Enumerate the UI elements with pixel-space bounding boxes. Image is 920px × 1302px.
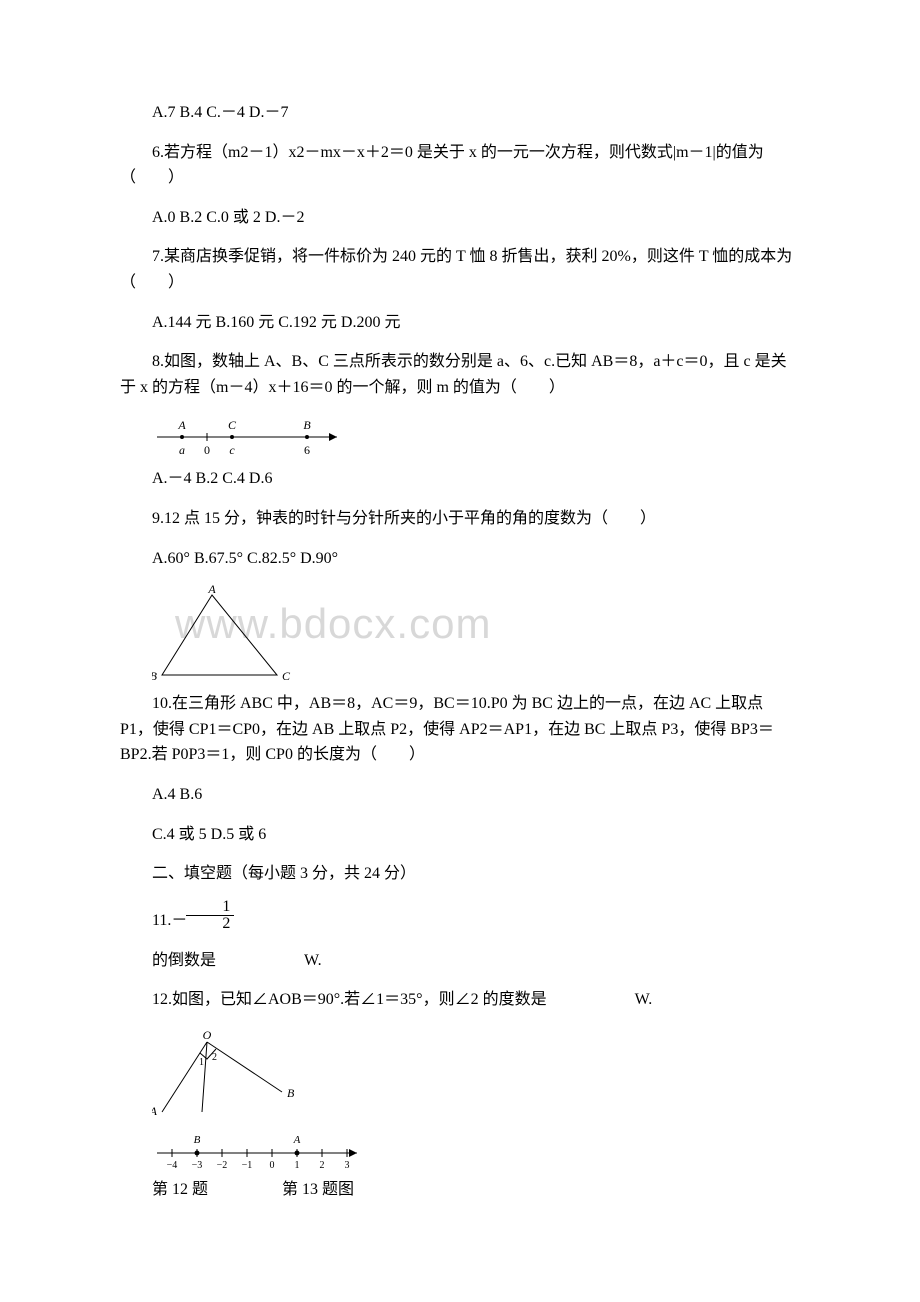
svg-text:A: A xyxy=(207,585,216,596)
q5-options: A.7 B.4 C.－4 D.－7 xyxy=(120,100,800,126)
q13-figure: B A −4 −3 −2 −1 0 1 2 3 xyxy=(152,1123,800,1171)
q11-line1: 11.－ 1 2 xyxy=(120,901,800,934)
q9-options: A.60° B.67.5° C.82.5° D.90° xyxy=(120,546,800,572)
svg-text:−4: −4 xyxy=(167,1160,178,1171)
caption-fig13: 第 13 题图 xyxy=(282,1181,354,1198)
q7-stem: 7.某商店换季促销，将一件标价为 240 元的 T 恤 8 折售出，获利 20%… xyxy=(120,244,800,295)
svg-text:2: 2 xyxy=(320,1160,325,1171)
svg-text:A: A xyxy=(293,1134,301,1146)
q8-options: A.－4 B.2 C.4 D.6 xyxy=(120,466,800,492)
q11-frac-num: 1 xyxy=(186,899,234,916)
svg-text:B: B xyxy=(287,1086,295,1100)
svg-text:B: B xyxy=(303,418,311,432)
section2-title: 二、填空题（每小题 3 分，共 24 分） xyxy=(120,861,800,887)
svg-text:6: 6 xyxy=(304,443,310,457)
q12-tail: W. xyxy=(635,991,653,1008)
svg-text:2: 2 xyxy=(212,1052,217,1063)
svg-text:B: B xyxy=(152,669,158,683)
caption-fig12: 第 12 题 xyxy=(152,1181,208,1198)
q6-stem: 6.若方程（m2－1）x2－mx－x＋2＝0 是关于 x 的一元一次方程，则代数… xyxy=(120,140,800,191)
svg-text:−2: −2 xyxy=(217,1160,228,1171)
q12-stem: 12.如图，已知∠AOB＝90°.若∠1＝35°，则∠2 的度数是 W. xyxy=(120,987,800,1013)
document-content: A.7 B.4 C.－4 D.－7 6.若方程（m2－1）x2－mx－x＋2＝0… xyxy=(120,100,800,1202)
q11-fraction: 1 2 xyxy=(186,899,234,932)
svg-text:−1: −1 xyxy=(242,1160,253,1171)
figure-captions: 第 12 题 第 13 题图 xyxy=(152,1177,800,1203)
svg-text:c: c xyxy=(229,443,235,457)
svg-text:A: A xyxy=(177,418,186,432)
svg-text:1: 1 xyxy=(199,1057,204,1068)
q10-options1: A.4 B.6 xyxy=(120,782,800,808)
q10-stem: 10.在三角形 ABC 中，AB＝8，AC＝9，BC＝10.P0 为 BC 边上… xyxy=(120,691,800,768)
svg-text:0: 0 xyxy=(270,1160,275,1171)
svg-text:C: C xyxy=(228,418,237,432)
q9-stem: 9.12 点 15 分，钟表的时针与分针所夹的小于平角的角的度数为（ ） xyxy=(120,506,800,532)
q8-figure: A C B a 0 c 6 xyxy=(152,414,800,460)
q11-tail: W. xyxy=(304,952,322,969)
q12-text: 12.如图，已知∠AOB＝90°.若∠1＝35°，则∠2 的度数是 xyxy=(152,991,547,1008)
svg-text:0: 0 xyxy=(204,443,210,457)
q7-options: A.144 元 B.160 元 C.192 元 D.200 元 xyxy=(120,310,800,336)
svg-text:−3: −3 xyxy=(192,1160,203,1171)
q10-figure: A B C xyxy=(152,585,800,685)
svg-text:A: A xyxy=(152,1104,158,1117)
q8-stem: 8.如图，数轴上 A、B、C 三点所表示的数分别是 a、6、c.已知 AB＝8，… xyxy=(120,349,800,400)
q11-text: 的倒数是 xyxy=(152,952,216,969)
q6-options: A.0 B.2 C.0 或 2 D.－2 xyxy=(120,205,800,231)
svg-text:1: 1 xyxy=(295,1160,300,1171)
q11-prefix: 11.－ xyxy=(120,908,187,934)
q10-options2: C.4 或 5 D.5 或 6 xyxy=(120,822,800,848)
svg-text:3: 3 xyxy=(345,1160,350,1171)
svg-text:a: a xyxy=(179,443,185,457)
svg-text:C: C xyxy=(282,669,291,683)
q12-figure: O A B 1 2 xyxy=(152,1027,800,1117)
svg-text:B: B xyxy=(194,1134,201,1146)
q11-line2: 的倒数是 W. xyxy=(120,948,800,974)
svg-text:O: O xyxy=(203,1028,212,1042)
q11-frac-den: 2 xyxy=(186,916,234,932)
